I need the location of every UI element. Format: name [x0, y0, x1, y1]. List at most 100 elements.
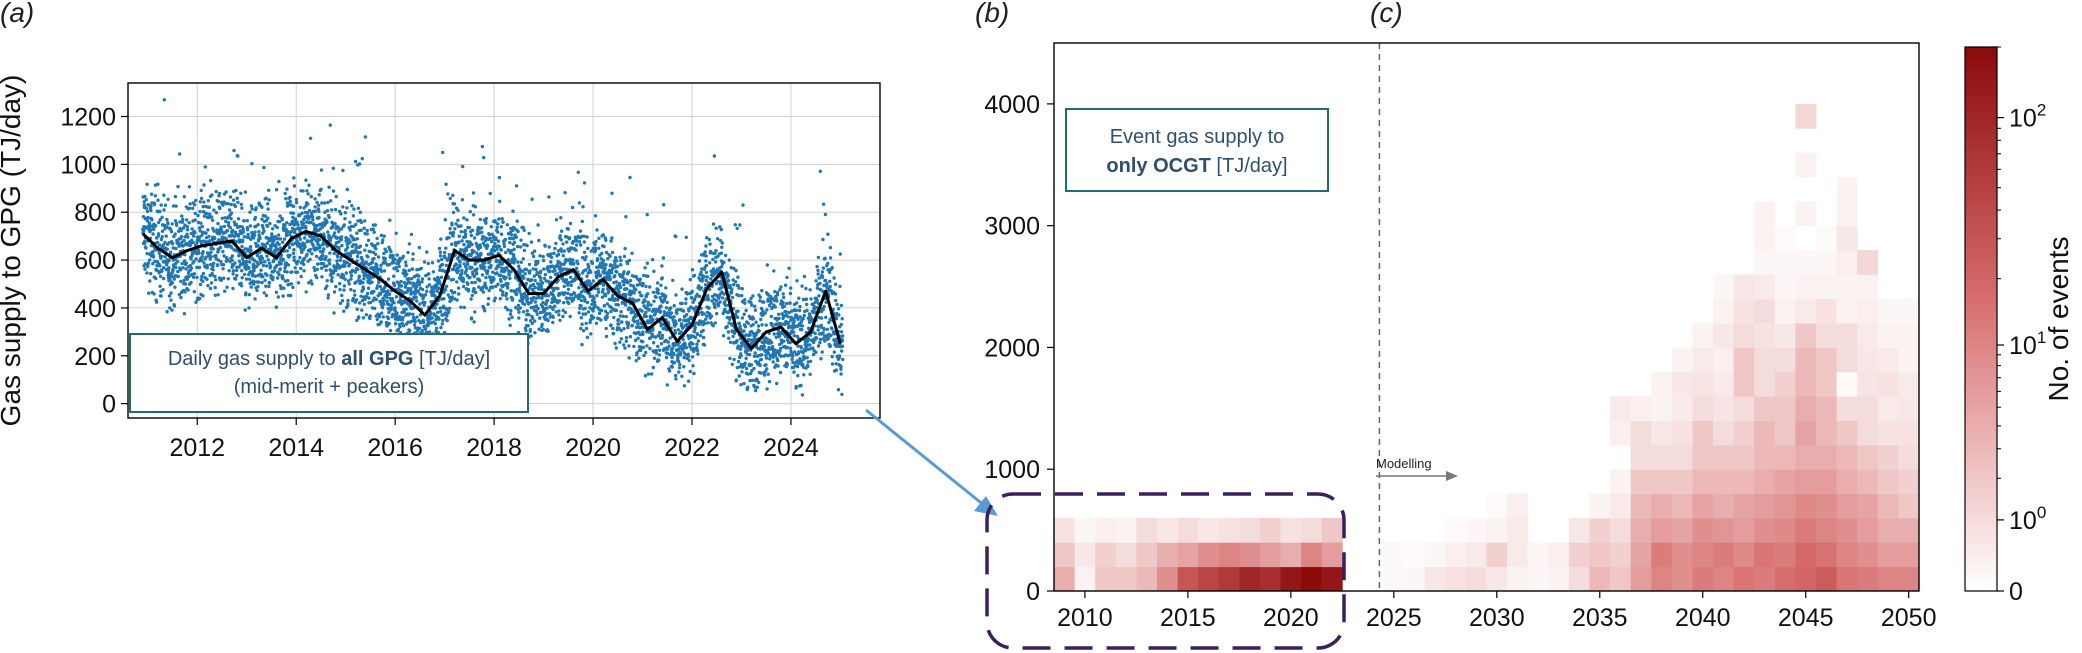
scatter-point [158, 218, 162, 222]
scatter-point [466, 287, 471, 292]
scatter-point [255, 253, 260, 258]
scatter-point [379, 269, 384, 274]
heatmap-cell [1054, 566, 1075, 592]
heatmap-cell [1589, 493, 1611, 519]
scatter-point [262, 165, 266, 170]
scatter-point [267, 284, 271, 289]
scatter-point [786, 315, 790, 319]
scatter-point [446, 276, 451, 280]
scatter-point [363, 297, 367, 301]
scatter-point [611, 326, 615, 331]
scatter-point [209, 250, 213, 254]
scatter-point [582, 181, 587, 185]
scatter-point [740, 287, 744, 291]
scatter-point [411, 257, 415, 261]
scatter-point [205, 266, 209, 270]
scatter-point [398, 256, 402, 260]
scatter-point [324, 268, 328, 272]
scatter-point [584, 268, 588, 272]
scatter-point [366, 255, 370, 259]
scatter-point [233, 261, 237, 265]
scatter-point [796, 344, 800, 348]
scatter-point [284, 233, 289, 238]
scatter-point [604, 334, 609, 339]
heatmap-cell [1465, 517, 1487, 543]
scatter-point [840, 334, 845, 338]
scatter-point [304, 290, 308, 294]
scatter-point [670, 365, 674, 369]
scatter-point [773, 351, 778, 356]
scatter-point [498, 258, 502, 263]
scatter-point [661, 256, 666, 260]
heatmap-cell [1630, 542, 1652, 568]
scatter-point [734, 378, 738, 382]
scatter-point [753, 351, 757, 355]
scatter-point [497, 263, 501, 267]
scatter-point [425, 285, 429, 289]
scatter-point [326, 296, 330, 300]
scatter-point [486, 302, 490, 306]
scatter-point [769, 314, 773, 319]
scatter-point [840, 344, 845, 348]
scatter-point [765, 337, 769, 341]
scatter-point [461, 164, 465, 169]
scatter-point [319, 187, 323, 191]
scatter-point [775, 381, 779, 386]
scatter-point [509, 270, 513, 274]
scatter-point [578, 229, 583, 233]
scatter-point [646, 274, 650, 278]
scatter-point [543, 272, 548, 277]
scatter-point [149, 204, 153, 208]
scatter-point [760, 323, 764, 327]
scatter-point [764, 356, 769, 360]
scatter-point [292, 258, 296, 262]
scatter-point [736, 275, 740, 279]
scatter-point [727, 336, 731, 340]
scatter-point [580, 322, 584, 326]
scatter-point [495, 225, 499, 229]
scatter-point [334, 268, 338, 273]
scatter-point [622, 343, 626, 347]
scatter-point [749, 296, 753, 301]
scatter-point [325, 209, 330, 213]
scatter-point [806, 326, 811, 330]
scatter-point [315, 267, 319, 271]
scatter-point [263, 214, 268, 218]
scatter-point [500, 293, 505, 297]
scatter-point [408, 312, 412, 316]
scatter-point [610, 236, 614, 240]
scatter-point [642, 353, 646, 358]
scatter-point [255, 288, 259, 293]
scatter-point [682, 365, 686, 369]
scatter-point [722, 260, 726, 265]
scatter-point [833, 282, 838, 286]
scatter-point [500, 217, 504, 221]
scatter-point [373, 252, 378, 256]
heatmap-cell [1651, 517, 1673, 543]
scatter-point [730, 287, 734, 291]
heatmap-cell [1671, 347, 1693, 373]
scatter-point [605, 302, 610, 306]
scatter-point [499, 248, 503, 252]
scatter-point [265, 224, 270, 228]
scatter-point [162, 98, 166, 102]
scatter-point [275, 225, 279, 230]
scatter-point [622, 283, 626, 287]
scatter-point [386, 316, 391, 321]
scatter-point [447, 236, 451, 240]
scatter-point [149, 208, 153, 213]
scatter-point [460, 198, 465, 202]
scatter-point [356, 267, 360, 272]
scatter-point [355, 259, 359, 263]
scatter-point [147, 221, 152, 225]
scatter-point [433, 293, 437, 298]
scatter-point [201, 250, 205, 254]
scatter-point [276, 233, 281, 237]
scatter-point [806, 337, 810, 341]
scatter-point [437, 280, 442, 285]
scatter-point [554, 241, 558, 246]
scatter-point [683, 343, 687, 347]
scatter-point [397, 264, 401, 269]
scatter-point [640, 294, 644, 298]
scatter-point [231, 269, 236, 273]
